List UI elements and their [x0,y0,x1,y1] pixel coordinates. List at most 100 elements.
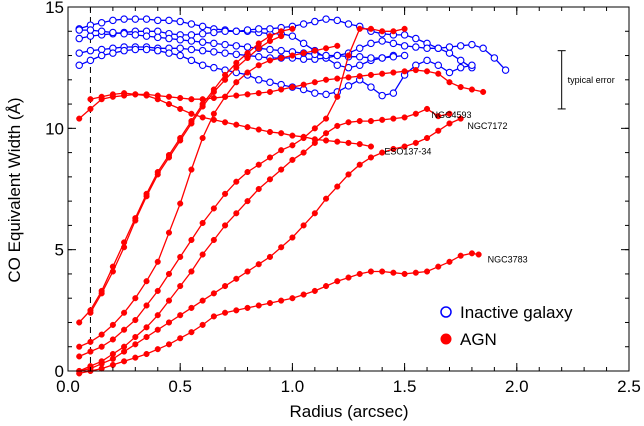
data-point [423,105,431,112]
data-point [131,15,140,23]
data-point [243,43,252,51]
data-point [379,149,386,156]
annotation-label: NGC4593 [432,110,472,120]
data-point [222,93,229,100]
data-point [367,83,375,91]
data-point [221,40,229,49]
data-point [266,78,274,86]
data-point [75,61,83,69]
data-point [188,268,195,275]
legend-label-inactive: Inactive galaxy [460,303,573,322]
data-point [468,61,476,69]
annotation-label: ESO137-34 [384,146,431,156]
data-point [97,45,106,54]
data-point [142,15,151,23]
data-point [378,91,386,100]
data-point [412,43,420,51]
data-point [86,32,95,40]
data-point [435,263,442,270]
data-point [299,55,308,63]
data-point [445,43,454,51]
data-point [390,69,397,76]
data-point [188,304,195,311]
data-point [165,319,173,326]
data-point [255,161,262,168]
data-point [199,103,206,110]
data-point [300,149,307,156]
data-point [389,39,398,48]
data-point [266,88,274,95]
data-point [132,333,139,341]
data-point [435,70,442,77]
data-point [188,166,195,173]
data-point [345,74,352,81]
data-point [389,52,398,61]
data-point [132,91,139,98]
data-point [177,137,184,144]
data-point [143,333,150,341]
data-point [86,26,95,34]
data-point [121,309,128,316]
x-tick-label: 0.5 [168,377,192,396]
data-point [345,139,352,146]
data-point [255,62,262,69]
data-point [255,302,262,309]
data-point [210,63,218,72]
data-point [233,92,240,99]
data-point [199,251,206,258]
data-point [131,45,140,54]
data-point [400,42,409,50]
series-agn-8 [87,33,285,316]
data-point [323,283,330,290]
data-point [244,268,251,275]
data-point [255,185,262,193]
data-point [311,139,318,146]
data-point [334,138,341,145]
legend-marker-agn [440,333,452,345]
data-point [154,16,162,25]
data-point [356,161,363,168]
data-point [266,176,274,183]
data-point [109,336,116,343]
data-point [255,90,262,97]
data-point [109,355,116,362]
data-point [278,244,285,251]
data-point [165,154,173,161]
data-point [188,120,195,127]
data-point [278,297,285,304]
data-point [289,84,296,91]
data-point [254,76,263,84]
data-point [244,54,251,62]
data-point [154,326,161,333]
data-point [210,48,218,56]
data-point [187,20,196,28]
data-point [198,46,207,55]
data-point [323,130,330,137]
data-point [165,93,173,100]
data-point [221,27,229,36]
x-tick-label: 2.0 [505,377,529,396]
data-point [333,51,342,60]
data-point [244,198,251,205]
data-point [255,126,262,133]
data-point [266,45,274,54]
data-point [266,37,274,45]
data-point [278,86,285,93]
data-point [334,75,341,82]
data-point [367,154,374,161]
data-point [210,290,217,297]
annotation-label: NGC7172 [467,121,507,131]
data-point [344,20,353,28]
data-point [289,142,296,149]
y-tick-label: 5 [55,241,64,260]
data-point [86,56,95,65]
series-layer [75,7,510,377]
data-point [299,39,308,48]
data-point [446,258,453,265]
series-agn-13 [76,250,482,377]
data-point [131,31,140,39]
data-point [121,358,128,365]
data-point [400,31,409,39]
data-point [222,309,229,316]
